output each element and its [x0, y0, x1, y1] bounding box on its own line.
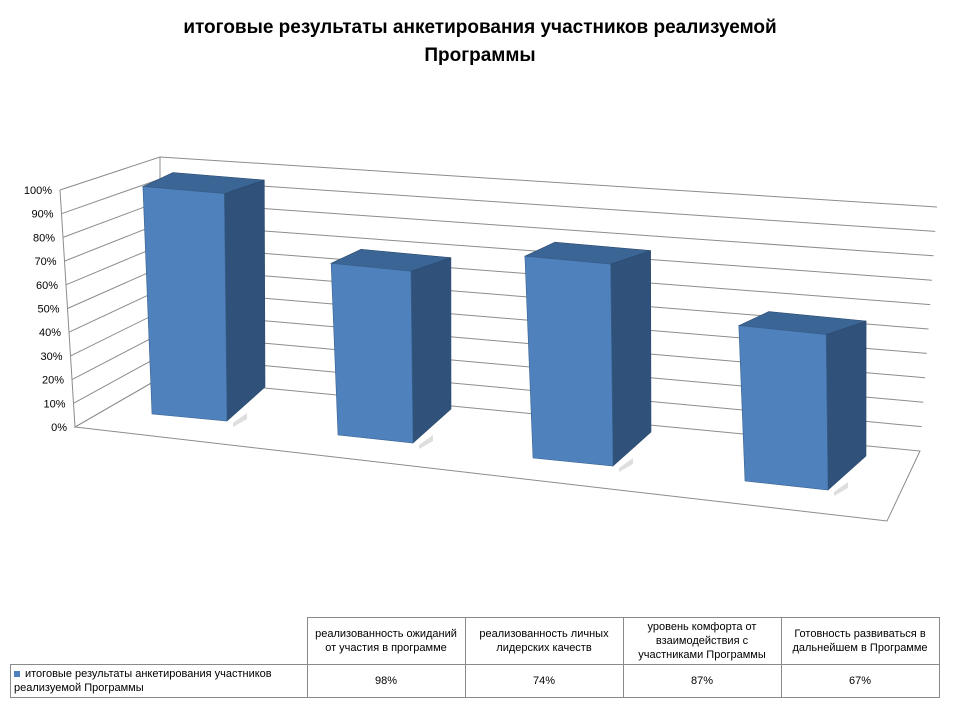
bar — [141, 172, 266, 427]
table-row: итоговые результаты анкетирования участн… — [10, 664, 940, 698]
bar-shadow — [419, 435, 433, 449]
bar-side — [223, 179, 266, 422]
value-cell: 98% — [306, 664, 466, 698]
bar-shadow — [619, 458, 633, 472]
y-tick-label: 30% — [40, 351, 62, 363]
value-cell: 87% — [622, 664, 782, 698]
y-tick-label: 100% — [24, 185, 52, 197]
chart-title: итоговые результаты анкетирования участн… — [183, 17, 777, 66]
y-tick-label: 20% — [42, 375, 64, 387]
y-tick-label: 50% — [37, 304, 59, 316]
table-corner-cell — [10, 617, 308, 665]
legend-key — [14, 671, 20, 678]
table-header-cell: Готовность развиваться в дальнейшем в Пр… — [780, 617, 940, 665]
series-name: итоговые результаты анкетирования участн… — [14, 668, 272, 694]
bar-front — [524, 255, 614, 467]
bar-front — [738, 325, 829, 491]
table-header-cell: реализованность ожиданий от участия в пр… — [306, 617, 466, 665]
data-table: реализованность ожиданий от участия в пр… — [10, 617, 940, 698]
value-cell: 67% — [780, 664, 940, 698]
y-tick-label: 40% — [39, 327, 61, 339]
floor — [73, 377, 921, 522]
bar-front — [142, 186, 228, 422]
value-cell: 74% — [464, 664, 624, 698]
bar-shadow — [834, 482, 848, 496]
y-tick-label: 90% — [31, 209, 53, 221]
bar-side — [825, 320, 867, 491]
y-tick-label: 70% — [34, 256, 56, 268]
bar — [737, 311, 867, 496]
bar-front — [330, 262, 414, 444]
table-header-cell: реализованность личных лидерских качеств — [464, 617, 624, 665]
y-tick-label: 10% — [43, 398, 65, 410]
bar — [329, 248, 452, 449]
bar-shadow — [233, 413, 247, 427]
gridline — [59, 156, 938, 208]
bar-side — [610, 250, 652, 467]
bar-side — [410, 257, 452, 444]
table-header-row: реализованность ожиданий от участия в пр… — [10, 617, 940, 665]
y-tick-label: 0% — [51, 422, 67, 434]
series-label-cell: итоговые результаты анкетирования участн… — [10, 664, 308, 698]
y-axis-ticks: 0% 10% 20% 30% 40% 50% 60% 70% 80% 90% 100% — [24, 185, 67, 434]
y-tick-label: 60% — [36, 280, 58, 292]
bar — [523, 241, 652, 472]
bars — [141, 172, 867, 496]
chart-plot: 0% 10% 20% 30% 40% 50% 60% 70% 80% 90% 100% — [24, 156, 938, 522]
table-header-cell: уровень комфорта от взаимодействия с уча… — [622, 617, 782, 665]
y-tick-label: 80% — [33, 232, 55, 244]
